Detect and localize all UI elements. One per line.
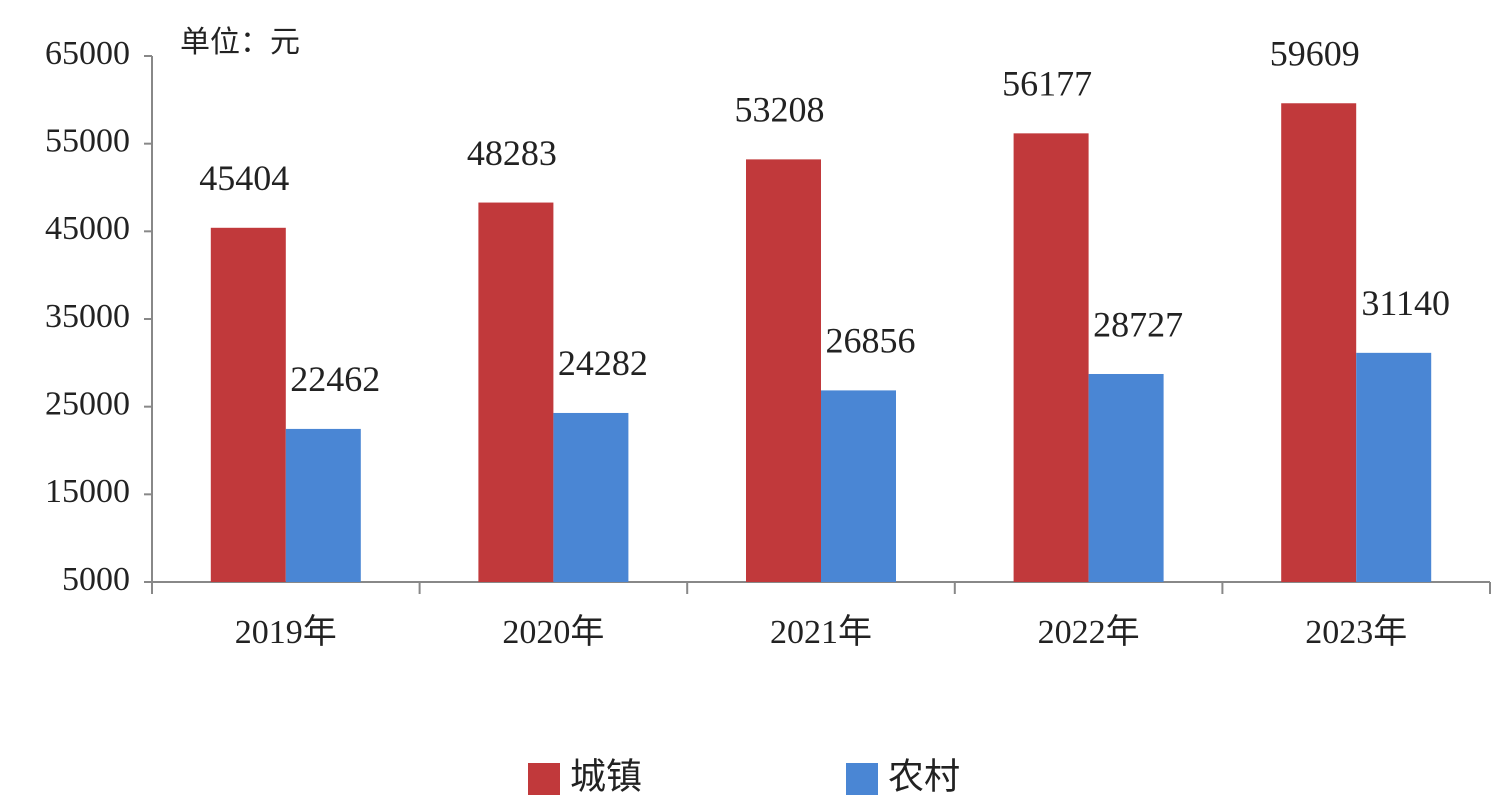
y-tick-label: 25000 — [45, 385, 130, 422]
bar — [210, 227, 286, 582]
value-label: 28727 — [1093, 304, 1183, 344]
x-tick-label: 2020年 — [502, 613, 604, 651]
x-tick-label: 2022年 — [1038, 613, 1140, 651]
x-tick-label: 2021年 — [770, 613, 872, 651]
value-label: 24282 — [558, 343, 648, 383]
y-tick-label: 15000 — [45, 473, 130, 510]
y-tick-label: 55000 — [45, 122, 130, 159]
bar — [746, 159, 821, 582]
value-label: 22462 — [290, 359, 380, 399]
legend-label: 农村 — [888, 756, 960, 796]
value-label: 45404 — [199, 158, 289, 198]
value-label: 31140 — [1361, 283, 1450, 323]
value-label: 48283 — [467, 133, 557, 173]
x-tick-label: 2023年 — [1305, 613, 1407, 651]
legend-swatch — [528, 763, 560, 795]
y-tick-label: 45000 — [45, 210, 130, 247]
bar — [1356, 352, 1432, 582]
bar — [1281, 103, 1357, 582]
bar — [553, 412, 629, 582]
value-label: 59609 — [1270, 34, 1360, 74]
bar — [821, 390, 896, 582]
y-tick-label: 65000 — [45, 35, 130, 72]
bar — [1088, 373, 1164, 582]
bar — [1013, 133, 1089, 582]
bar — [478, 202, 554, 582]
legend-label: 城镇 — [570, 756, 642, 796]
y-tick-label: 5000 — [62, 561, 130, 598]
y-tick-label: 35000 — [45, 298, 130, 335]
value-label: 53208 — [735, 90, 825, 130]
x-tick-label: 2019年 — [235, 613, 337, 651]
value-label: 56177 — [1002, 64, 1092, 104]
y-axis-label: 单位：元 — [180, 26, 300, 59]
value-label: 26856 — [826, 321, 916, 361]
legend-swatch — [846, 763, 878, 795]
bar — [285, 428, 361, 582]
